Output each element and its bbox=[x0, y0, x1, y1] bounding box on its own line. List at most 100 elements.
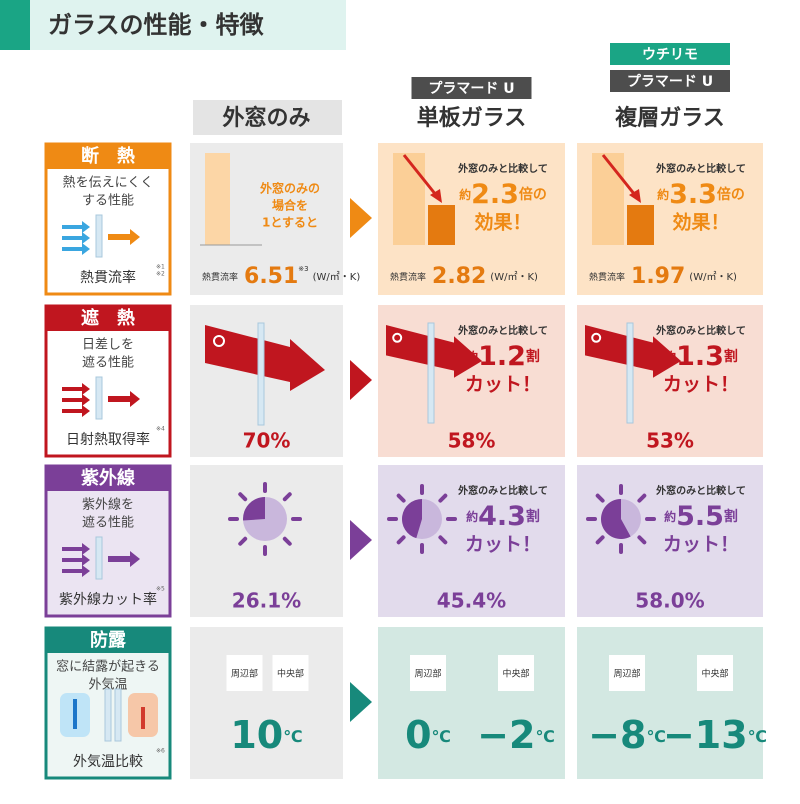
glass-pane bbox=[257, 322, 265, 426]
compare-text: 外窓のみと比較して bbox=[655, 162, 746, 175]
effect-text: 約5.5割 bbox=[664, 501, 738, 532]
row-metric: 紫外線カット率 bbox=[59, 591, 157, 608]
temperature: −13℃ bbox=[663, 713, 767, 757]
cell-value: 45.4% bbox=[437, 589, 506, 613]
text-part: ℃ bbox=[646, 727, 665, 746]
text-part: 1.97 bbox=[631, 264, 685, 289]
sun-icon bbox=[213, 335, 225, 347]
label-icon-arrow bbox=[108, 551, 140, 567]
uv-cut-sector bbox=[601, 499, 631, 539]
label-icon-arrow bbox=[62, 232, 90, 244]
text-part: 4.3 bbox=[478, 501, 526, 532]
position-label: 周辺部 bbox=[613, 668, 640, 680]
row-label-header bbox=[46, 305, 170, 331]
row-metric: 日射熱取得率 bbox=[66, 431, 150, 448]
header-title: ガラスの性能・特徴 bbox=[48, 11, 265, 39]
row-label: 遮 熱 bbox=[81, 307, 135, 329]
position-box bbox=[697, 655, 733, 691]
cell-note: 外窓のみの bbox=[260, 181, 320, 196]
text-part: 3.3 bbox=[669, 179, 717, 210]
sun-ray bbox=[238, 536, 248, 546]
sun-ray bbox=[637, 493, 647, 503]
badge-text: プラマード U bbox=[428, 81, 514, 97]
text-part: 0 bbox=[405, 713, 431, 757]
glass-pane bbox=[427, 322, 435, 424]
text-part: 約 bbox=[657, 187, 669, 202]
effect-text: 約2.3倍の bbox=[459, 179, 547, 210]
position-box bbox=[609, 655, 645, 691]
badge bbox=[411, 77, 532, 99]
glass-pane bbox=[104, 688, 112, 742]
text-part: (W/㎡・K) bbox=[313, 271, 361, 283]
label-icon-arrow bbox=[108, 391, 140, 407]
result-text: カット！ bbox=[465, 534, 541, 556]
row-note: ※4 bbox=[156, 426, 165, 433]
sun-ray bbox=[396, 535, 406, 545]
bar-reference bbox=[592, 153, 624, 245]
bar-improved bbox=[428, 205, 455, 245]
row-note: ※6 bbox=[156, 748, 165, 755]
row-label: 紫外線 bbox=[81, 467, 135, 489]
position-label: 周辺部 bbox=[414, 668, 441, 680]
sun-ray bbox=[637, 535, 647, 545]
text-part: 外気温比較 bbox=[73, 754, 143, 770]
glass-pane bbox=[626, 322, 634, 424]
text-part: 日射熱取得率 bbox=[66, 431, 150, 448]
effect-text: 約1.3割 bbox=[664, 341, 738, 372]
row-description: 遮る性能 bbox=[82, 355, 134, 371]
text-part: 割 bbox=[724, 508, 738, 525]
sun-ray bbox=[282, 492, 292, 502]
sun-icon bbox=[591, 332, 602, 343]
header-accent bbox=[0, 0, 30, 50]
label-icon-arrow bbox=[62, 394, 90, 406]
row-label: 防露 bbox=[90, 629, 127, 651]
text-part: 倍の bbox=[519, 186, 547, 203]
column-title: 複層ガラス bbox=[615, 105, 725, 131]
cell-value: 53% bbox=[646, 429, 694, 453]
result-text: カット！ bbox=[663, 374, 739, 396]
text-part: 約 bbox=[459, 187, 471, 202]
metric-value: 熱貫流率 6.51※3 (W/㎡・K) bbox=[202, 264, 360, 289]
down-arrow bbox=[601, 154, 637, 196]
transition-arrow bbox=[350, 520, 372, 560]
metric-value: 熱貫流率 2.82 (W/㎡・K) bbox=[390, 264, 538, 289]
text-part: 熱貫流率 bbox=[80, 269, 136, 286]
sun-ray bbox=[396, 493, 406, 503]
label-icon-arrow bbox=[108, 229, 140, 245]
text-part: 熱貫流率 bbox=[589, 271, 625, 283]
row-note: ※2 bbox=[156, 271, 165, 278]
text-part: −2 bbox=[477, 713, 535, 757]
sun-icon bbox=[392, 332, 403, 343]
badge-text: プラマード U bbox=[627, 74, 713, 90]
cell-bg bbox=[378, 305, 565, 457]
cell-note: 場合を bbox=[272, 198, 308, 213]
text-part: 6.51 bbox=[244, 264, 298, 289]
glass-pane bbox=[114, 688, 122, 742]
thermometer-cold-bar bbox=[73, 699, 77, 729]
bar-reference bbox=[205, 153, 230, 245]
text-part: 1.3 bbox=[676, 341, 724, 372]
row-label-header bbox=[46, 143, 170, 169]
cell-bg bbox=[190, 627, 343, 779]
row-label-header bbox=[46, 627, 170, 653]
glass-pane bbox=[95, 214, 103, 258]
result-text: 効果！ bbox=[672, 211, 729, 234]
row-description: 窓に結露が起きる bbox=[56, 659, 160, 675]
heat-arrow bbox=[205, 325, 325, 391]
sun-ray bbox=[438, 493, 448, 503]
position-label: 中央部 bbox=[502, 668, 529, 680]
metric-value: 熱貫流率 1.97 (W/㎡・K) bbox=[589, 264, 737, 289]
text-part: 倍の bbox=[717, 186, 745, 203]
text-part: −13 bbox=[663, 713, 748, 757]
text-part: ℃ bbox=[748, 727, 767, 746]
position-label: 中央部 bbox=[701, 668, 728, 680]
cell-bg bbox=[577, 627, 763, 779]
sun-ray bbox=[595, 493, 605, 503]
badge bbox=[610, 70, 730, 92]
label-icon-arrow bbox=[62, 243, 90, 255]
cell-bg bbox=[577, 305, 763, 457]
header-bar bbox=[30, 0, 346, 50]
row-description: 紫外線を bbox=[82, 497, 134, 513]
row-description: 遮る性能 bbox=[82, 515, 134, 531]
